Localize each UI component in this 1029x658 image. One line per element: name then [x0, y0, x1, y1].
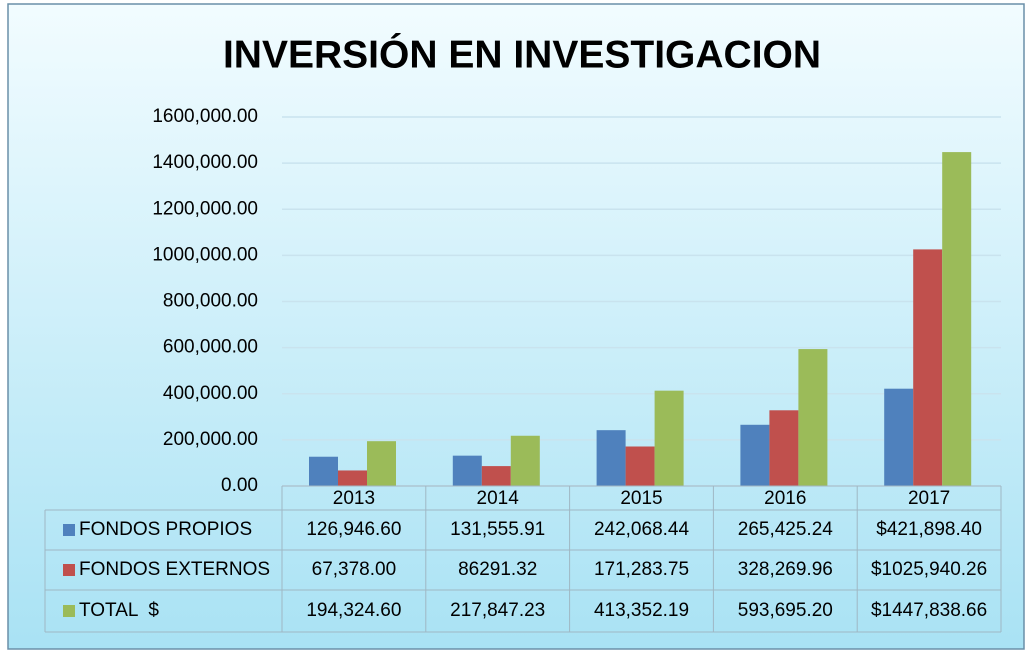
- legend-swatch: [63, 605, 75, 617]
- x-tick-label: 2014: [477, 488, 520, 509]
- y-tick-label: 1400,000.00: [152, 152, 258, 173]
- y-tick-label: 1200,000.00: [152, 198, 258, 219]
- bar: [798, 349, 828, 486]
- y-tick-label: 1600,000.00: [152, 106, 258, 127]
- y-tick-label: 200,000.00: [163, 429, 258, 450]
- y-tick-label: 1000,000.00: [152, 244, 258, 265]
- table-value: 171,283.75: [594, 559, 689, 580]
- bar: [309, 456, 338, 486]
- table-value: 413,352.19: [594, 600, 689, 621]
- table-value: $1025,940.26: [871, 559, 987, 580]
- x-tick-label: 2016: [764, 488, 806, 509]
- bar: [942, 152, 972, 486]
- x-tick-label: 2017: [908, 488, 950, 509]
- table-value: 217,847.23: [450, 600, 545, 621]
- legend-label: TOTAL $: [79, 600, 159, 621]
- table-value: 126,946.60: [306, 519, 401, 540]
- bar: [625, 446, 655, 486]
- y-tick-label: 0.00: [221, 475, 258, 496]
- table-value: $1447,838.66: [871, 600, 987, 621]
- bar: [913, 249, 943, 486]
- x-tick-label: 2013: [333, 488, 375, 509]
- bar: [596, 430, 626, 486]
- legend-swatch: [63, 564, 75, 576]
- legend-label: FONDOS PROPIOS: [79, 519, 252, 540]
- chart-title: INVERSIÓN EN INVESTIGACION: [223, 32, 821, 76]
- table-value: 265,425.24: [738, 519, 834, 540]
- legend-label: FONDOS EXTERNOS: [79, 559, 270, 580]
- table-value: 593,695.20: [738, 600, 833, 621]
- legend-swatch: [63, 524, 75, 536]
- y-tick-label: 400,000.00: [163, 383, 258, 404]
- table-value: 242,068.44: [594, 519, 690, 540]
- bar: [338, 470, 367, 486]
- bar: [452, 455, 482, 486]
- table-value: 194,324.60: [306, 600, 401, 621]
- table-value: 86291.32: [458, 559, 537, 580]
- chart-background: [7, 3, 1025, 650]
- y-tick-label: 600,000.00: [163, 337, 258, 358]
- table-value: 328,269.96: [738, 559, 833, 580]
- bar: [654, 390, 684, 486]
- bar: [884, 388, 914, 486]
- bar: [740, 424, 770, 486]
- table-value: $421,898.40: [876, 519, 982, 540]
- bar: [481, 466, 511, 486]
- table-value: 67,378.00: [312, 559, 397, 580]
- x-tick-label: 2015: [620, 488, 662, 509]
- bar: [769, 410, 799, 486]
- bar: [367, 441, 396, 486]
- bar: [510, 435, 540, 486]
- table-value: 131,555.91: [450, 519, 545, 540]
- y-tick-label: 800,000.00: [163, 291, 258, 312]
